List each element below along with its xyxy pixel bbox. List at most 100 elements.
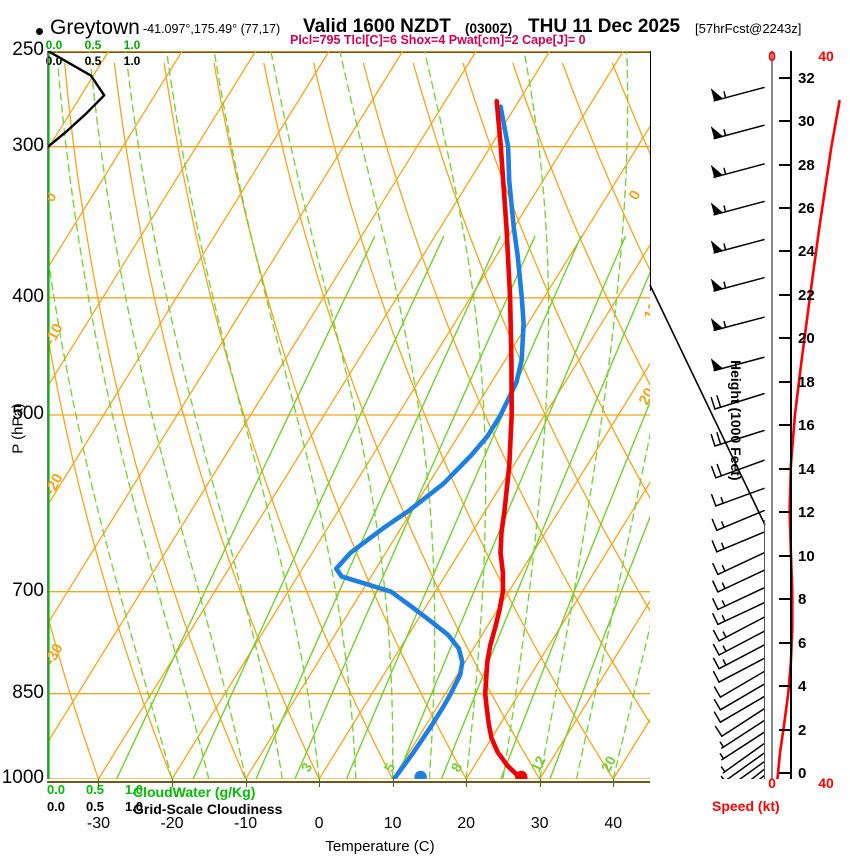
scale-tick-1-0: 1.0 <box>123 54 141 68</box>
temperature-tick--20: -20 <box>160 815 184 832</box>
wind-barb <box>750 768 765 779</box>
wind-barb <box>711 531 765 553</box>
height-tick-mark <box>779 380 790 383</box>
temperature-tick--30: -30 <box>86 815 111 832</box>
upper-boundary-line <box>649 284 766 526</box>
height-tick-mark <box>779 250 790 253</box>
wind-barb <box>710 163 765 179</box>
wind-barb <box>710 316 765 332</box>
wind-barb-panel <box>656 51 768 779</box>
height-tick-mark <box>779 76 790 79</box>
wind-barb <box>710 238 765 254</box>
surface-dewpoint-marker <box>414 770 427 779</box>
height-tick-mark <box>779 424 790 427</box>
height-tick-14: 14 <box>798 460 815 478</box>
height-tick-10: 10 <box>798 547 815 565</box>
mixing-ratio-label: 20 <box>598 753 620 774</box>
speed-tick-40: 40 <box>818 48 834 64</box>
height-tick-26: 26 <box>798 200 815 218</box>
height-tick-6: 6 <box>798 634 807 652</box>
wind-barb <box>710 200 765 216</box>
height-tick-2: 2 <box>798 721 807 739</box>
height-tick-16: 16 <box>798 417 815 435</box>
plot-right-edge-upper <box>650 51 651 291</box>
height-tick-mark <box>779 554 790 557</box>
skewt-plot-area: 0 -10 -20 -30 0 10 20 3 5 8 12 20 <box>47 51 650 779</box>
pressure-tick-500: 500 <box>12 403 44 424</box>
scale-tick-0-5: 0.5 <box>85 799 105 814</box>
wind-barb <box>719 731 765 761</box>
wind-barb <box>712 569 765 593</box>
header-row: Greytown -41.097°,175.49° (77,17) Valid … <box>0 8 850 39</box>
height-tick-8: 8 <box>798 591 807 609</box>
cloudiness-legend-label: Grid-Scale Cloudiness <box>133 801 283 817</box>
scale-tick-1-0: 1.0 <box>124 799 144 814</box>
scale-tick-0-0: 0.0 <box>46 782 66 797</box>
scale-tick-1-0: 1.0 <box>123 38 141 52</box>
scale-tick-0-5: 0.5 <box>84 54 102 68</box>
speed-tick-40: 40 <box>818 775 834 791</box>
height-tick-mark <box>779 641 790 644</box>
mixing-ratio-label: 12 <box>528 753 550 774</box>
cloudwater-legend-label: CloudWater (g/Kg) <box>133 784 256 800</box>
wind-barb <box>712 602 765 626</box>
temperature-tick-mark <box>245 779 247 787</box>
plot-frame <box>47 51 650 783</box>
temperature-tick-mark <box>539 779 541 787</box>
wind-barb <box>712 657 765 683</box>
wind-barb <box>710 459 765 479</box>
station-coordinates: -41.097°,175.49° (77,17) <box>143 22 281 36</box>
wind-panel-right-edge <box>764 520 765 779</box>
wind-barb <box>710 429 765 447</box>
temperature-tick-30: 30 <box>530 815 549 832</box>
wind-barb <box>720 742 765 774</box>
height-tick-mark <box>779 207 790 210</box>
speed-tick-0: 0 <box>768 775 776 791</box>
height-tick-4: 4 <box>798 678 807 696</box>
temperature-tick-0: 0 <box>314 815 324 832</box>
wind-barb <box>712 630 765 656</box>
height-tick-24: 24 <box>798 243 815 261</box>
wind-barb <box>710 276 765 292</box>
pressure-axis-title: P (hPa) <box>9 403 27 454</box>
height-tick-mark <box>779 772 790 774</box>
height-tick-mark <box>779 163 790 166</box>
height-tick-30: 30 <box>798 113 815 131</box>
height-tick-mark <box>779 120 790 123</box>
scale-tick-0-0: 0.0 <box>46 799 66 814</box>
valid-time: Valid 1600 NZDT <box>303 16 451 37</box>
temperature-tick-mark <box>613 779 615 787</box>
scale-tick-0-0: 0.0 <box>45 38 63 52</box>
station-name: Greytown <box>50 16 140 39</box>
pressure-tick-250: 250 <box>12 39 44 60</box>
wind-barb <box>719 719 765 749</box>
wind-barb <box>710 487 765 507</box>
scale-tick-0-0: 0.0 <box>45 54 63 68</box>
temperature-tick-40: 40 <box>604 815 623 832</box>
height-tick-mark <box>779 293 790 296</box>
wind-barb <box>713 695 765 723</box>
temperature-tick-20: 20 <box>457 815 476 832</box>
cloudiness-trace <box>47 51 106 148</box>
adiabat-label: 10 <box>641 300 650 323</box>
wind-barb <box>714 708 765 737</box>
surface-temperature-marker <box>515 770 528 779</box>
scale-tick-0-5: 0.5 <box>85 782 105 797</box>
wind-barb <box>720 752 765 779</box>
height-tick-22: 22 <box>798 286 815 304</box>
wind-barb <box>712 616 765 642</box>
station-dot-icon <box>36 28 43 35</box>
wind-barb <box>710 86 765 102</box>
height-tick-28: 28 <box>798 156 815 174</box>
temperature-tick-mark <box>319 779 321 787</box>
height-tick-18: 18 <box>798 373 815 391</box>
valid-date: THU 11 Dec 2025 <box>528 16 681 37</box>
temperature-tick-mark <box>98 779 100 787</box>
temperature-tick--10: -10 <box>233 815 258 832</box>
height-axis-line <box>790 51 792 779</box>
height-tick-20: 20 <box>798 330 815 348</box>
height-tick-mark <box>779 598 790 601</box>
height-tick-0: 0 <box>798 765 807 782</box>
